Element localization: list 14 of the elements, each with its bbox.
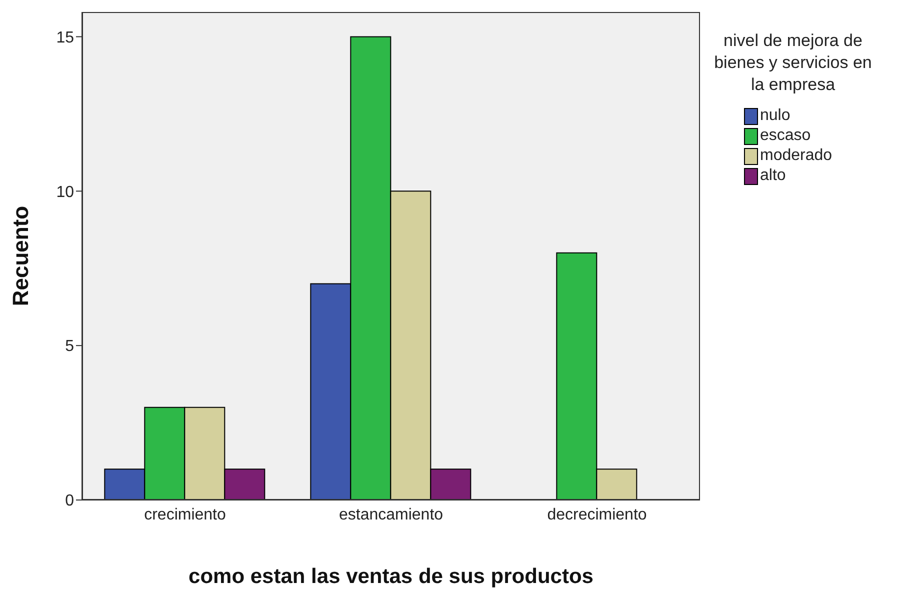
y-tick-label: 5 [65,338,74,356]
y-tick-label: 15 [56,29,74,46]
x-tick-label: decrecimiento [547,506,647,524]
y-tick-label: 10 [56,184,74,201]
x-tick-label: crecimiento [144,506,226,524]
legend-label: alto [760,167,786,185]
legend-label: nulo [760,107,790,125]
x-axis-title: como estan las ventas de sus productos [188,565,594,588]
x-tick-label: estancamiento [338,506,444,524]
legend-label: escaso [760,127,811,145]
y-tick-label: 0 [65,492,74,510]
legend-label: moderado [760,147,832,165]
legend-title: nivel de mejora de bienes y servicios en la empresa [713,30,873,96]
y-axis-title: Recuento [8,206,33,306]
